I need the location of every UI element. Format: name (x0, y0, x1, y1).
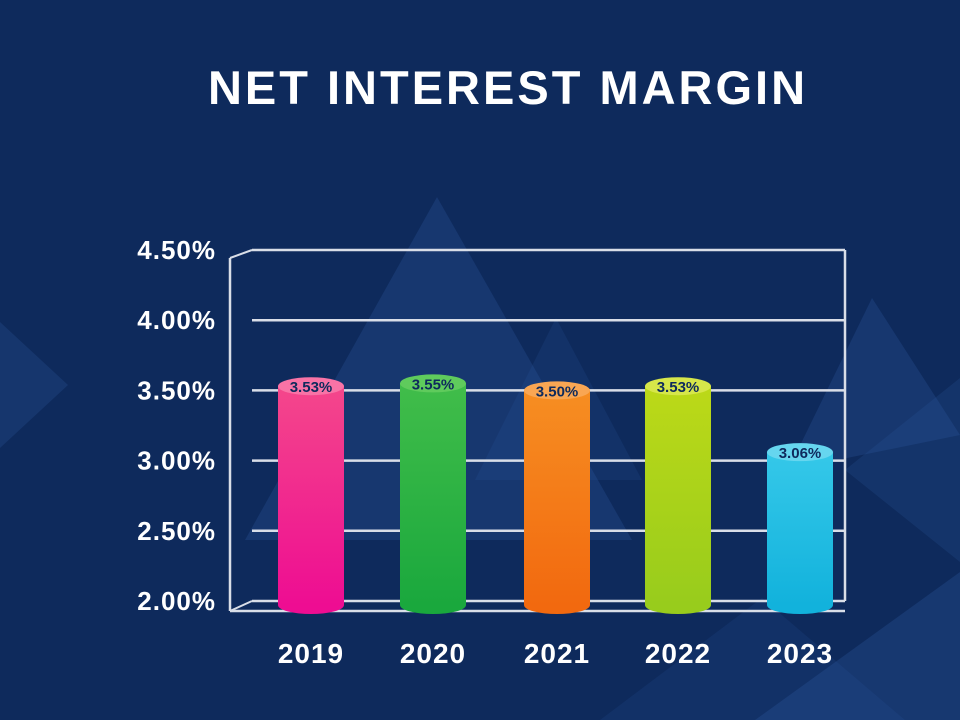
bar-top-ellipse (645, 377, 711, 396)
bar-body (278, 386, 344, 605)
y-axis-tick-label: 2.50% (137, 516, 216, 546)
bar-top-ellipse (767, 443, 833, 462)
background-triangle (0, 322, 68, 448)
page-title: NET INTEREST MARGIN (207, 61, 809, 114)
bar-value-label: 3.53% (290, 379, 333, 396)
x-axis-category-label: 2023 (767, 638, 833, 669)
bar-top-ellipse (524, 381, 590, 400)
background-triangle (845, 378, 960, 562)
bar-value-label: 3.53% (657, 379, 700, 396)
bar-body (400, 383, 466, 605)
y-axis: 4.50% 4.00% 3.50% 3.00% 2.50% 2.00% (137, 235, 845, 616)
y-axis-tick-label: 2.00% (137, 586, 216, 616)
bar-2021: 3.50% 2021 (524, 381, 590, 669)
bar-value-label: 3.50% (536, 383, 579, 400)
bar-value-label: 3.06% (779, 445, 822, 462)
x-axis-category-label: 2020 (400, 638, 466, 669)
bar-2020: 3.55% 2020 (400, 374, 466, 669)
chart-frame-top-left-diagonal (229, 249, 253, 259)
bar-value-label: 3.55% (412, 376, 455, 393)
bar-body (524, 390, 590, 605)
y-axis-tick-label: 4.50% (137, 235, 216, 265)
bar-2023: 3.06% 2023 (767, 443, 833, 669)
bar-top-ellipse (278, 377, 344, 396)
y-axis-tick-label: 3.00% (137, 446, 216, 476)
chart-frame-bottom-left-diagonal (229, 600, 253, 612)
bar-top-ellipse (400, 374, 466, 393)
background-triangle (755, 572, 960, 720)
bar-body (767, 452, 833, 605)
bar-body (645, 386, 711, 605)
bar-2022: 3.53% 2022 (645, 377, 711, 669)
x-axis-category-label: 2019 (278, 638, 344, 669)
background-triangle (600, 598, 905, 720)
x-axis-category-label: 2022 (645, 638, 711, 669)
y-axis-tick-label: 3.50% (137, 375, 216, 405)
background-triangle (788, 298, 960, 470)
bar-2019: 3.53% 2019 (278, 377, 344, 669)
x-axis-category-label: 2021 (524, 638, 590, 669)
y-axis-tick-label: 4.00% (137, 305, 216, 335)
